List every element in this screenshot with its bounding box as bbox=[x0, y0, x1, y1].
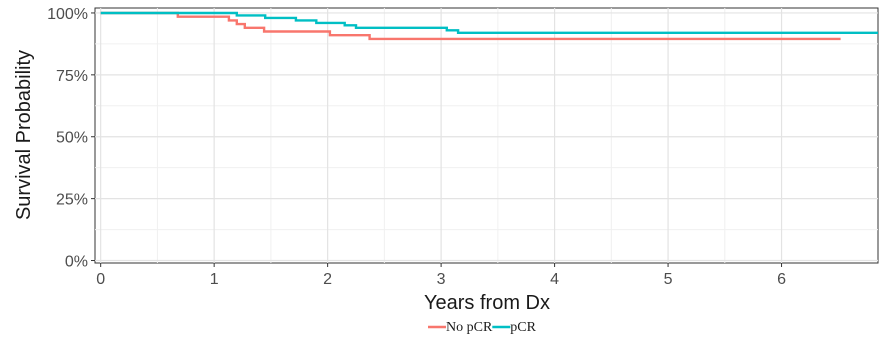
plot-panel bbox=[94, 7, 879, 264]
y-tick-label: 0% bbox=[65, 254, 88, 271]
x-tick-label: 5 bbox=[664, 271, 673, 288]
x-tick-label: 4 bbox=[550, 271, 559, 288]
series-line-pcr bbox=[100, 11, 878, 34]
legend-label-pcr: pCR bbox=[510, 320, 536, 335]
x-axis: 0 1 2 3 4 5 6 bbox=[96, 263, 786, 288]
legend-label-no-pcr: No pCR bbox=[446, 320, 493, 335]
y-axis: 0% 25% 50% 75% 100% bbox=[47, 6, 95, 271]
major-grid bbox=[95, 8, 878, 263]
x-axis-title: Years from Dx bbox=[424, 292, 550, 314]
series-line-no-pcr bbox=[100, 11, 841, 41]
x-tick-label: 0 bbox=[96, 271, 105, 288]
series-layer bbox=[100, 11, 878, 41]
x-tick-label: 6 bbox=[777, 271, 786, 288]
y-axis-title: Survival Probability bbox=[13, 50, 35, 220]
x-tick-label: 1 bbox=[210, 271, 219, 288]
y-tick-label: 25% bbox=[56, 192, 88, 209]
minor-grid bbox=[95, 8, 878, 263]
x-tick-label: 2 bbox=[323, 271, 332, 288]
y-tick-label: 50% bbox=[56, 130, 88, 147]
y-tick-label: 100% bbox=[47, 6, 88, 23]
x-tick-label: 3 bbox=[437, 271, 446, 288]
y-tick-label: 75% bbox=[56, 68, 88, 85]
legend: No pCR pCR bbox=[428, 320, 537, 335]
